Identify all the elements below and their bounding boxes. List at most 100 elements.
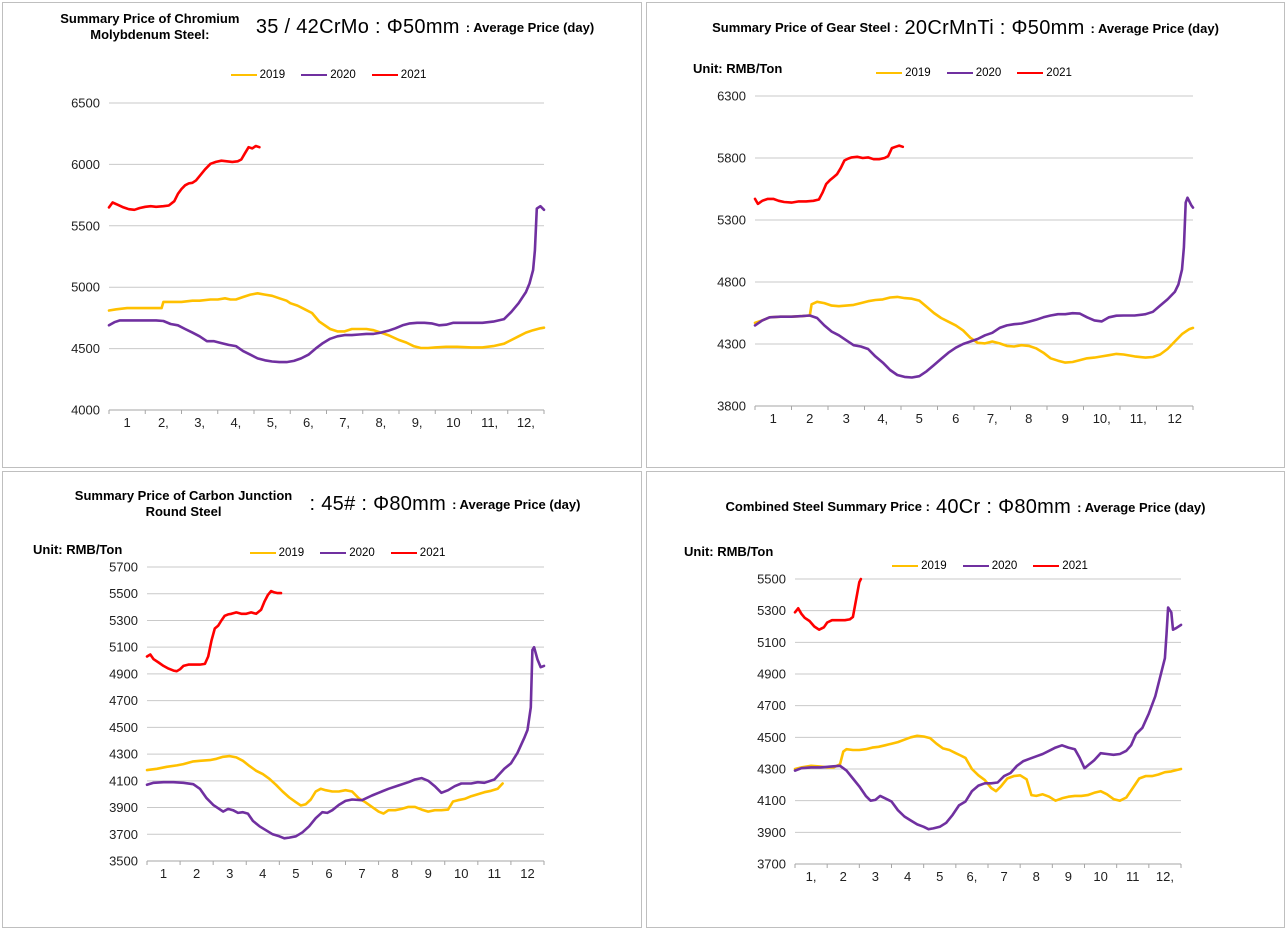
svg-text:8: 8: [1025, 411, 1032, 426]
svg-text:5500: 5500: [71, 218, 100, 233]
svg-text:11,: 11,: [1130, 411, 1147, 426]
legend: 2019 2020 2021: [111, 69, 546, 81]
svg-text:10,: 10,: [1093, 411, 1111, 426]
chart-title-spec: 35 / 42CrMo : Φ50mm: [255, 15, 460, 38]
legend: 2019 2020 2021: [149, 547, 546, 559]
legend-label: 2019: [278, 547, 305, 559]
svg-text:6,: 6,: [966, 869, 977, 884]
svg-text:5000: 5000: [71, 280, 100, 295]
svg-text:3900: 3900: [109, 800, 138, 815]
svg-text:5100: 5100: [109, 640, 138, 655]
legend: 2019 2020 2021: [755, 67, 1193, 79]
svg-text:4: 4: [259, 866, 266, 881]
legend-label: 2020: [330, 69, 356, 81]
svg-text:7,: 7,: [987, 411, 998, 426]
legend-item-2021: 2021: [1017, 67, 1072, 79]
svg-text:10: 10: [446, 415, 460, 430]
legend-item-2020: 2020: [946, 67, 1001, 79]
svg-text:4000: 4000: [71, 403, 100, 418]
legend-swatch-2020: [962, 564, 989, 568]
svg-text:11: 11: [1126, 869, 1140, 884]
svg-text:5800: 5800: [717, 151, 746, 166]
chart-title-metric: : Average Price (day): [1077, 500, 1206, 515]
svg-text:7,: 7,: [339, 415, 350, 430]
legend-swatch-2021: [390, 551, 417, 555]
svg-text:5300: 5300: [757, 603, 786, 618]
chart-title-spec: 20CrMnTi : Φ50mm: [904, 17, 1085, 39]
svg-text:4100: 4100: [109, 773, 138, 788]
svg-text:8: 8: [1033, 869, 1040, 884]
svg-text:4500: 4500: [71, 341, 100, 356]
svg-text:9: 9: [1062, 411, 1069, 426]
chart-title-spec: 40Cr : Φ80mm: [935, 496, 1072, 518]
chart-canvas: 3500 3700 3900 4100 4300 4500 4700 4900 5100 5300…: [109, 560, 546, 881]
legend-swatch-2019: [230, 73, 257, 77]
chart-title-metric: : Average Price (day): [465, 19, 595, 35]
svg-text:4,: 4,: [230, 415, 241, 430]
svg-text:2,: 2,: [158, 415, 169, 430]
svg-text:1,: 1,: [806, 869, 817, 884]
chart-title-metric: : Average Price (day): [452, 496, 581, 512]
svg-text:2: 2: [840, 869, 847, 884]
svg-text:9: 9: [1065, 869, 1072, 884]
svg-text:4900: 4900: [757, 667, 786, 682]
svg-text:5300: 5300: [717, 213, 746, 228]
chart-canvas: 3700 3900 4100 4300 4500 4700 4900 5100 5300 5500…: [757, 572, 1183, 884]
svg-text:7: 7: [358, 866, 365, 881]
svg-text:7: 7: [1000, 869, 1007, 884]
svg-text:6: 6: [325, 866, 332, 881]
legend-item-2020: 2020: [320, 547, 375, 559]
svg-text:5100: 5100: [757, 635, 786, 650]
legend-label: 2019: [905, 67, 931, 79]
svg-text:4300: 4300: [717, 337, 746, 352]
svg-text:1: 1: [160, 866, 167, 881]
legend-swatch-2020: [320, 551, 347, 555]
svg-text:4100: 4100: [757, 793, 786, 808]
chart-title-spec: : 45# : Φ80mm: [309, 492, 447, 515]
svg-text:3800: 3800: [717, 399, 746, 414]
svg-text:3700: 3700: [109, 827, 138, 842]
svg-text:2: 2: [806, 411, 813, 426]
legend-label: 2021: [400, 69, 427, 81]
legend-item-2019: 2019: [230, 69, 286, 81]
svg-text:3500: 3500: [109, 854, 138, 869]
svg-text:6300: 6300: [717, 89, 746, 104]
chart-title-metric: : Average Price (day): [1090, 21, 1219, 36]
chart-title: Summary Price of Chromium Molybdenum Ste…: [3, 11, 641, 44]
legend-swatch-2019: [249, 551, 276, 555]
svg-text:3900: 3900: [757, 825, 786, 840]
legend-item-2019: 2019: [249, 547, 305, 559]
legend-swatch-2019: [876, 71, 903, 75]
svg-text:6: 6: [952, 411, 959, 426]
chart-panel-gear-steel: Summary Price of Gear Steel : 20CrMnTi :…: [646, 2, 1285, 468]
svg-text:9,: 9,: [412, 415, 423, 430]
chart-panel-carbon-round-steel: Summary Price of Carbon Junction Round S…: [2, 471, 642, 928]
legend-swatch-2021: [1033, 564, 1060, 568]
svg-text:11,: 11,: [481, 415, 498, 430]
svg-text:5500: 5500: [109, 586, 138, 601]
svg-text:8,: 8,: [375, 415, 386, 430]
legend: 2019 2020 2021: [797, 560, 1183, 572]
svg-text:12,: 12,: [1156, 869, 1174, 884]
svg-text:4500: 4500: [109, 720, 138, 735]
legend-label: 2021: [419, 547, 446, 559]
svg-text:5: 5: [916, 411, 923, 426]
svg-text:6000: 6000: [71, 157, 100, 172]
svg-text:9: 9: [425, 866, 432, 881]
legend-item-2021: 2021: [390, 547, 446, 559]
svg-text:5,: 5,: [267, 415, 278, 430]
chart-title-product: Summary Price of Gear Steel :: [712, 20, 899, 36]
svg-text:8: 8: [392, 866, 399, 881]
svg-text:4300: 4300: [757, 762, 786, 777]
svg-text:5700: 5700: [109, 560, 138, 575]
legend-label: 2021: [1046, 67, 1072, 79]
unit-label: Unit: RMB/Ton: [33, 542, 123, 557]
chart-title-product: Summary Price of Chromium Molybdenum Ste…: [60, 11, 240, 43]
legend-item-2021: 2021: [371, 69, 427, 81]
legend-item-2020: 2020: [962, 560, 1017, 572]
chart-title: Summary Price of Carbon Junction Round S…: [3, 488, 641, 521]
legend-label: 2019: [259, 69, 286, 81]
svg-text:4700: 4700: [757, 698, 786, 713]
